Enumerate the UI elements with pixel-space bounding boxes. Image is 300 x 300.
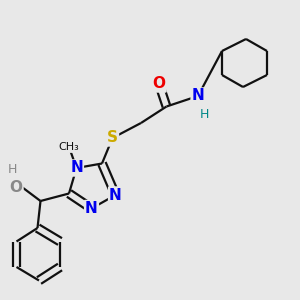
Text: N: N bbox=[85, 201, 98, 216]
Text: CH₃: CH₃ bbox=[58, 142, 80, 152]
Text: N: N bbox=[192, 88, 204, 104]
Text: H: H bbox=[199, 107, 209, 121]
Text: S: S bbox=[107, 130, 118, 146]
Text: O: O bbox=[152, 76, 166, 92]
Text: N: N bbox=[70, 160, 83, 175]
Text: H: H bbox=[7, 163, 17, 176]
Text: O: O bbox=[10, 180, 22, 195]
Text: N: N bbox=[109, 188, 122, 202]
